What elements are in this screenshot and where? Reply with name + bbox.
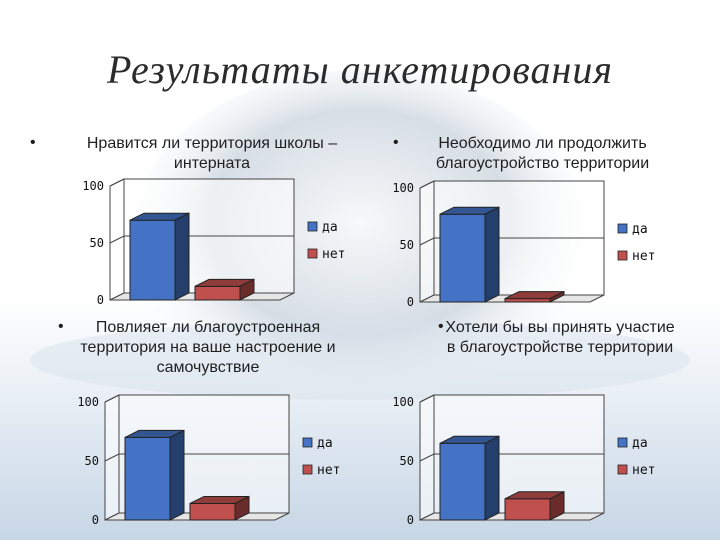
legend-swatch-нет [307,248,318,259]
gridline [109,235,125,244]
legend-label-нет: нет [632,249,655,264]
bar-side-да [169,429,185,521]
legend-swatch-нет [617,464,628,475]
y-tick-label: 0 [407,513,414,527]
y-tick-label: 0 [92,513,99,527]
legend-label-да: да [322,220,338,235]
legend-swatch-да [307,221,318,232]
y-tick-label: 50 [400,238,414,252]
y-tick-label: 100 [392,181,414,195]
gridline [419,453,435,462]
bar-side-нет [239,278,255,301]
bar-да [439,442,486,521]
gridline [104,453,120,462]
bar-side-нет [549,490,565,521]
gridline [419,394,435,403]
chart-3-caption: Повлияет ли благоустроенная территория н… [80,319,336,376]
bar-нет [504,298,551,303]
slide-title: Результаты анкетирования [107,47,613,92]
chart-4: 0 50 100 да нет [390,394,670,535]
y-tick-label: 0 [97,293,104,307]
gridline [419,237,435,246]
y-tick-label: 100 [82,179,104,193]
chart-1: 0 50 100 да нет [80,178,360,315]
chart-4-caption: Хотели бы вы принять участие в благоустр… [445,319,675,356]
bullet-2: • [393,134,399,151]
legend-swatch-нет [617,250,628,261]
bar-да [129,219,176,301]
bar-да [124,436,171,521]
chart-2-caption: Необходимо ли продолжить благоустройство… [435,135,650,172]
legend-swatch-нет [302,464,313,475]
bullet-1: • [30,134,36,151]
legend-label-нет: нет [322,247,345,262]
bullet-3: • [58,318,64,335]
bar-side-нет [549,290,565,303]
y-tick-label: 50 [85,454,99,468]
chart-3: 0 50 100 да нет [75,394,355,535]
bar-side-нет [234,495,250,521]
legend-label-да: да [632,222,648,237]
legend-swatch-да [617,437,628,448]
y-tick-label: 50 [400,454,414,468]
gridline [419,180,435,189]
bullet-4: • [438,318,444,335]
gridline [109,178,125,187]
legend-label-да: да [317,436,333,451]
legend-label-нет: нет [317,463,340,478]
bar-да [439,213,486,303]
bar-side-да [174,212,190,301]
bar-нет [504,498,551,521]
bar-нет [194,285,241,301]
y-tick-label: 50 [90,236,104,250]
legend-label-нет: нет [632,463,655,478]
chart-1-caption: Нравится ли территория школы – интерната [86,135,338,172]
legend-swatch-да [617,223,628,234]
legend-label-да: да [632,436,648,451]
bar-side-да [484,435,500,521]
chart-2: 0 50 100 да нет [390,180,670,317]
bar-side-да [484,206,500,303]
y-tick-label: 100 [392,395,414,409]
legend-swatch-да [302,437,313,448]
y-tick-label: 0 [407,295,414,309]
gridline [104,394,120,403]
y-tick-label: 100 [77,395,99,409]
bar-нет [189,502,236,521]
